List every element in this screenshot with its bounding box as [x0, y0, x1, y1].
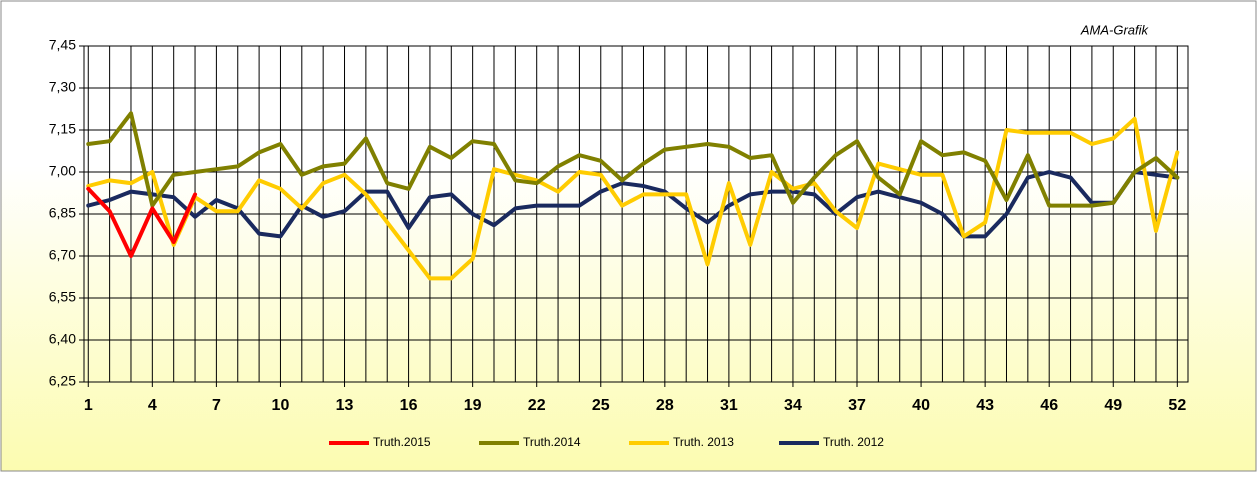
x-tick-label: 40	[912, 397, 930, 414]
x-tick-label: 25	[592, 397, 610, 414]
x-tick-label: 1	[84, 397, 93, 414]
x-tick-label: 7	[212, 397, 221, 414]
legend-label: Truth.2015	[373, 435, 431, 449]
x-tick-label: 46	[1040, 397, 1058, 414]
x-tick-label: 19	[464, 397, 482, 414]
y-tick-label: 7,15	[49, 121, 76, 137]
y-tick-label: 6,40	[49, 331, 76, 347]
y-tick-label: 6,85	[49, 205, 76, 221]
x-tick-label: 52	[1168, 397, 1186, 414]
series-line	[86, 170, 1180, 239]
legend-label: Truth. 2013	[673, 435, 734, 449]
annotation: AMA-Grafik	[1080, 22, 1150, 37]
y-tick-label: 6,70	[49, 247, 76, 263]
legend-label: Truth.2014	[523, 435, 581, 449]
y-tick-label: 7,45	[49, 37, 76, 53]
y-tick-label: 6,25	[49, 373, 76, 389]
x-tick-label: 4	[148, 397, 157, 414]
x-tick-label: 34	[784, 397, 802, 414]
x-tick-label: 16	[400, 397, 418, 414]
x-tick-label: 22	[528, 397, 546, 414]
x-tick-label: 37	[848, 397, 866, 414]
x-tick-label: 10	[272, 397, 290, 414]
x-tick-label: 49	[1104, 397, 1122, 414]
y-tick-label: 7,00	[49, 163, 76, 179]
series-line	[86, 116, 1180, 281]
x-tick-label: 31	[720, 397, 738, 414]
y-tick-label: 7,30	[49, 79, 76, 95]
x-tick-label: 28	[656, 397, 674, 414]
x-tick-label: 43	[976, 397, 994, 414]
legend-label: Truth. 2012	[823, 435, 884, 449]
x-tick-label: 13	[336, 397, 354, 414]
series-line	[86, 111, 1180, 208]
y-tick-label: 6,55	[49, 289, 76, 305]
series-line	[86, 186, 198, 258]
plot-frame	[83, 45, 1189, 383]
